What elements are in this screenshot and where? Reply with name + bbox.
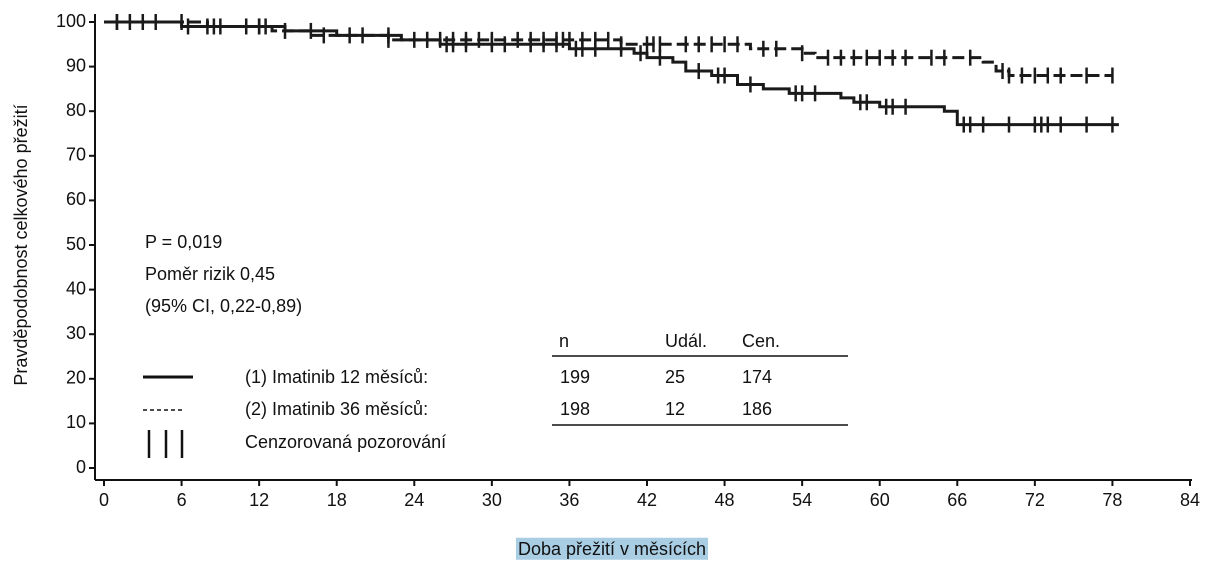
y-tick-label: 40 — [66, 278, 86, 298]
y-tick-label: 10 — [66, 412, 86, 432]
x-tick-label: 6 — [177, 490, 187, 510]
y-axis-label: Pravděpodobnost celkového přežití — [11, 104, 31, 385]
survival-curve — [104, 20, 1113, 78]
legend-label: (1) Imatinib 12 měsíců: — [245, 367, 428, 387]
x-label-highlight — [515, 537, 709, 560]
x-tick-label: 24 — [404, 490, 424, 510]
legend-label: (2) Imatinib 36 měsíců: — [245, 399, 428, 419]
y-tick-label: 70 — [66, 145, 86, 165]
table-header: Udál. — [665, 331, 707, 351]
legend-censor-symbol — [147, 430, 184, 458]
table-header: Cen. — [742, 331, 780, 351]
table-cell: 12 — [665, 399, 685, 419]
table-cell: 199 — [560, 367, 590, 387]
table-header: n — [559, 331, 569, 351]
y-tick-label: 100 — [56, 11, 86, 31]
x-tick-label: 12 — [249, 490, 269, 510]
x-axis-label: Doba přežití v měsících — [518, 539, 706, 559]
y-tick-label: 30 — [66, 323, 86, 343]
y-tick-label: 0 — [76, 457, 86, 477]
x-tick-label: 0 — [99, 490, 109, 510]
y-tick-label: 50 — [66, 234, 86, 254]
y-tick-label: 90 — [66, 55, 86, 75]
x-tick-label: 78 — [1102, 490, 1122, 510]
x-tick-label: 18 — [327, 490, 347, 510]
table-cell: 25 — [665, 367, 685, 387]
x-tick-label: 36 — [559, 490, 579, 510]
y-tick-label: 20 — [66, 368, 86, 388]
x-tick-label: 84 — [1180, 490, 1200, 510]
x-tick-label: 48 — [715, 490, 735, 510]
x-tick-label: 72 — [1025, 490, 1045, 510]
x-tick-label: 30 — [482, 490, 502, 510]
censor-label: Cenzorovaná pozorování — [245, 432, 446, 452]
survival-curve — [104, 20, 1119, 127]
table-cell: 174 — [742, 367, 772, 387]
table-cell: 186 — [742, 399, 772, 419]
x-tick-label: 66 — [947, 490, 967, 510]
y-tick-label: 80 — [66, 100, 86, 120]
y-tick-label: 60 — [66, 189, 86, 209]
annotation: P = 0,019 — [145, 232, 222, 252]
table-cell: 198 — [560, 399, 590, 419]
x-tick-label: 60 — [870, 490, 890, 510]
annotation: Poměr rizik 0,45 — [145, 264, 275, 284]
x-tick-label: 42 — [637, 490, 657, 510]
annotation: (95% CI, 0,22-0,89) — [145, 296, 302, 316]
x-tick-label: 54 — [792, 490, 812, 510]
